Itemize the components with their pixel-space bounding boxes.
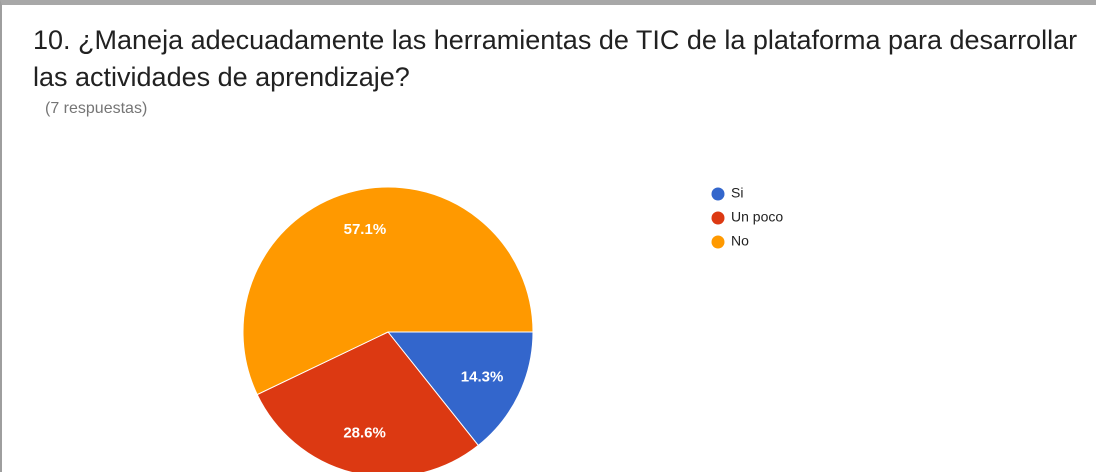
legend-swatch — [711, 211, 725, 225]
pie-slice — [242, 186, 534, 396]
slice-label: 57.1% — [344, 221, 387, 238]
chart-subtitle: (7 respuestas) — [45, 100, 148, 117]
slice-label: 14.3% — [461, 368, 504, 385]
slice-label: 28.6% — [343, 425, 386, 442]
legend-swatch — [711, 187, 725, 201]
chart-title: 10. ¿Maneja adecuadamente las herramient… — [33, 25, 1078, 92]
legend-swatch — [711, 235, 725, 249]
legend-label: Un poco — [731, 209, 783, 225]
pie-slice — [256, 331, 480, 472]
pie-slice — [386, 331, 534, 447]
legend-label: No — [731, 233, 749, 249]
legend-label: Si — [731, 185, 743, 201]
